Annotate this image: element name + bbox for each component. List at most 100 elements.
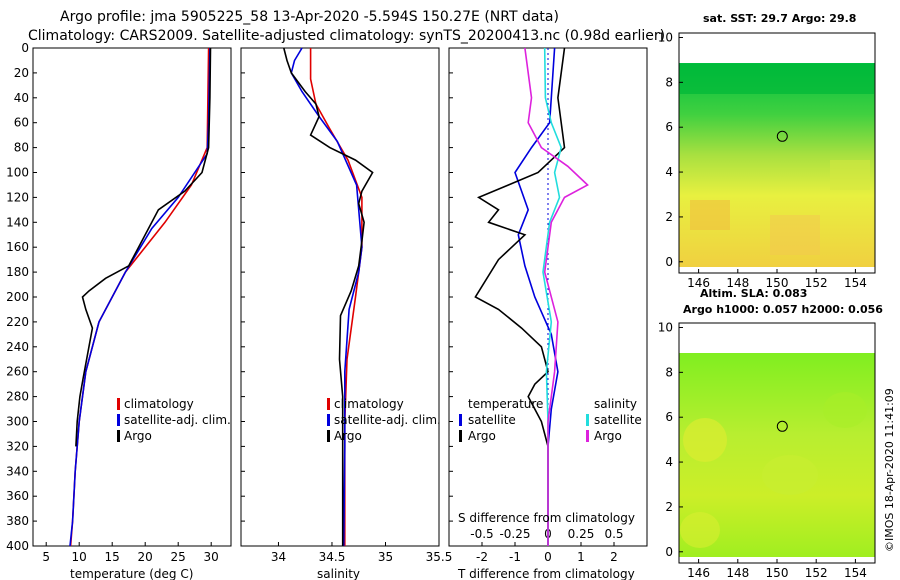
salinity-series-climatology	[309, 48, 363, 546]
sst-patch	[680, 64, 874, 94]
temperature-legend-climatology: climatology	[124, 397, 194, 411]
legend-swatch-temperature-argo	[459, 430, 462, 442]
sla-map-title-2: Argo h1000: 0.057 h2000: 0.056	[683, 303, 883, 316]
sla-lat-tick-label: 4	[665, 455, 673, 469]
depth-tick-label: 360	[6, 489, 29, 503]
salinity-series-argo	[283, 47, 374, 546]
sst-map-title: sat. SST: 29.7 Argo: 29.8	[703, 12, 856, 25]
depth-tick-label: 380	[6, 514, 29, 528]
salinity-series	[283, 47, 374, 547]
legend-swatch-satellite	[117, 414, 120, 426]
temperature-xtick-label: 25	[171, 550, 186, 564]
temperature-xlabel: temperature (deg C)	[70, 567, 193, 580]
salinity-diff-tick-label: -0.25	[499, 527, 530, 541]
depth-tick-label: 0	[21, 41, 29, 55]
salinity-xtick-label: 35.5	[426, 550, 453, 564]
legend-swatch-salinity-argo	[586, 430, 589, 442]
sla-lon-tick-label: 154	[844, 566, 867, 580]
difference-series	[474, 47, 589, 546]
sla-lat-tick-label: 0	[665, 545, 673, 559]
depth-tick-label: 300	[6, 415, 29, 429]
title-line-2: Climatology: CARS2009. Satellite-adjuste…	[28, 28, 665, 44]
sst-lat-tick-label: 10	[658, 30, 673, 44]
sst-patch	[770, 215, 820, 255]
salinity-xtick-label: 34.5	[319, 550, 346, 564]
sst-heatmap-patches	[680, 64, 874, 255]
temperature-axis-ticks: 0 20 40 60 80 100 120 140 160 180 200 220 240 260 280 3…	[6, 41, 219, 564]
sla-map-ticks: 146 148 150 152 154 0 2 4 6 8 10	[658, 320, 867, 580]
sst-patch	[830, 160, 870, 190]
sla-argo-location-marker	[776, 420, 788, 432]
salinity-legend: climatology satellite-adj. clim. Argo	[327, 397, 441, 443]
s-difference-label: S difference from climatology	[458, 511, 635, 525]
salinity-diff-tick-label: 0.25	[568, 527, 595, 541]
sst-lon-tick-label: 152	[805, 276, 828, 290]
sla-lon-tick-label: 150	[766, 566, 789, 580]
sst-lon-tick-label: 146	[687, 276, 710, 290]
sst-lat-tick-label: 2	[665, 210, 673, 224]
t-difference-xlabel: T difference from climatology	[457, 567, 635, 580]
legend-salinity-satellite: satellite	[594, 413, 642, 427]
legend-salinity-argo: Argo	[594, 429, 622, 443]
difference-series-temperature-satellite	[514, 47, 559, 546]
salinity-xtick-label: 35	[378, 550, 393, 564]
salinity-xlabel: salinity	[317, 567, 360, 580]
salinity-panel-frame	[240, 47, 440, 547]
temperature-xtick-label: 20	[138, 550, 153, 564]
salinity-legend-argo: Argo	[334, 429, 362, 443]
difference-xtick-label: 0	[544, 550, 552, 564]
depth-tick-label: 240	[6, 340, 29, 354]
sla-lat-tick-label: 10	[658, 320, 673, 334]
temperature-series-climatology	[69, 47, 210, 547]
depth-tick-label: 100	[6, 166, 29, 180]
legend-salinity-title: salinity	[594, 397, 637, 411]
sla-patch	[762, 455, 818, 495]
depth-tick-label: 160	[6, 240, 29, 254]
sst-lat-tick-label: 4	[665, 165, 673, 179]
legend-swatch-temperature-satellite	[459, 414, 462, 426]
depth-tick-label: 140	[6, 215, 29, 229]
salinity-diff-tick-label: 0.5	[604, 527, 623, 541]
difference-legend: temperature satellite Argo salinity sate…	[459, 397, 642, 443]
temperature-xtick-label: 5	[42, 550, 50, 564]
salinity-legend-satellite: satellite-adj. clim.	[334, 413, 441, 427]
depth-tick-label: 200	[6, 290, 29, 304]
legend-temperature-title: temperature	[468, 397, 543, 411]
temperature-legend: climatology satellite-adj. clim. Argo	[117, 397, 231, 443]
salinity-axis-ticks: 34 34.5 35 35.5	[241, 47, 453, 564]
difference-series-salinity-satellite	[542, 47, 563, 546]
temperature-xtick-label: 10	[72, 550, 87, 564]
sla-lon-tick-label: 152	[805, 566, 828, 580]
sla-patch	[823, 392, 867, 428]
sst-argo-location-marker	[776, 130, 788, 142]
sla-lon-tick-label: 148	[726, 566, 749, 580]
temperature-series	[69, 47, 212, 547]
temperature-series-satellite-adj-clim-	[69, 47, 211, 547]
sst-lat-tick-label: 8	[665, 75, 673, 89]
depth-tick-label: 400	[6, 539, 29, 553]
legend-temperature-argo: Argo	[468, 429, 496, 443]
salinity-legend-climatology: climatology	[334, 397, 404, 411]
difference-xtick-label: -1	[509, 550, 521, 564]
temperature-legend-satellite: satellite-adj. clim.	[124, 413, 231, 427]
legend-swatch-climatology	[117, 398, 120, 410]
sst-patch	[690, 200, 730, 230]
sst-lat-tick-label: 0	[665, 255, 673, 269]
depth-tick-label: 280	[6, 390, 29, 404]
sla-lon-tick-label: 146	[687, 566, 710, 580]
sst-map-ticks: 146 148 150 152 154 0 2 4 6 8 10	[658, 30, 867, 290]
sla-lat-tick-label: 8	[665, 365, 673, 379]
depth-tick-label: 20	[14, 66, 29, 80]
salinity-xtick-label: 34	[271, 550, 286, 564]
depth-tick-label: 120	[6, 190, 29, 204]
sst-lon-tick-label: 148	[726, 276, 749, 290]
temperature-panel-frame	[32, 47, 232, 547]
sla-patch	[680, 512, 720, 548]
salinity-diff-tick-label: -0.5	[470, 527, 493, 541]
sla-heatmap-patches	[680, 392, 867, 548]
depth-tick-label: 40	[14, 91, 29, 105]
depth-tick-label: 220	[6, 315, 29, 329]
legend-swatch-argo	[117, 430, 120, 442]
